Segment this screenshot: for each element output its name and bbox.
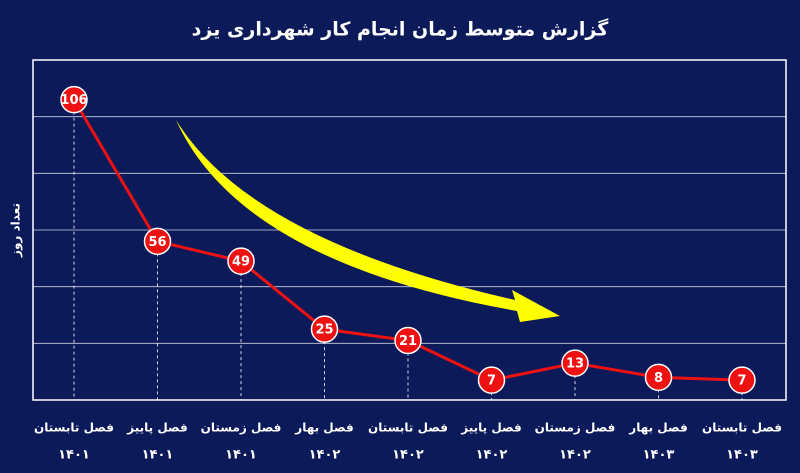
data-point [227,247,255,275]
data-label: 56 [148,235,166,250]
data-point [60,85,88,114]
x-tick-label-year: ۱۴۰۱ [58,448,90,463]
x-tick-label-year: ۱۴۰۲ [559,448,591,463]
data-point [477,366,506,394]
x-tick-label-year: ۱۴۰۱ [225,448,257,463]
x-tick-label-year: ۱۴۰۲ [392,448,424,463]
x-tick-label: فصل زمستان [201,421,282,435]
x-tick-label-year: ۱۴۰۲ [309,448,341,463]
x-tick-label-year: ۱۴۰۲ [476,448,508,463]
x-tick-label: فصل تابستان [34,421,114,435]
x-tick-label-year: ۱۴۰۳ [726,448,758,463]
data-label: 106 [60,93,87,108]
data-label: 8 [654,371,663,386]
data-point [728,366,756,394]
data-point [143,227,172,256]
trend-arrow [176,120,560,322]
data-point [394,326,422,355]
x-tick-label: فصل پاییز [460,421,521,435]
x-tick-label: فصل زمستان [535,421,616,435]
data-label: 21 [399,334,417,349]
x-tick-label: فصل تابستان [702,421,782,435]
data-label: 7 [487,374,496,389]
chart-title: گزارش متوسط زمان انجام کار شهرداری یزد [192,18,610,41]
x-tick-label: فصل بهار [628,421,687,435]
x-tick-label: فصل بهار [294,421,353,435]
data-point [561,349,589,377]
data-label: 7 [737,374,746,389]
x-tick-label-year: ۱۴۰۱ [142,448,174,463]
y-axis-label: تعداد روز [9,203,24,258]
x-tick-label: فصل تابستان [368,421,448,435]
data-point [310,315,339,343]
data-label: 25 [315,323,333,338]
data-point [644,363,673,392]
x-tick-label-year: ۱۴۰۳ [643,448,675,463]
data-label: 13 [566,357,584,372]
data-label: 49 [232,255,250,270]
x-tick-label: فصل پاییز [126,421,187,435]
